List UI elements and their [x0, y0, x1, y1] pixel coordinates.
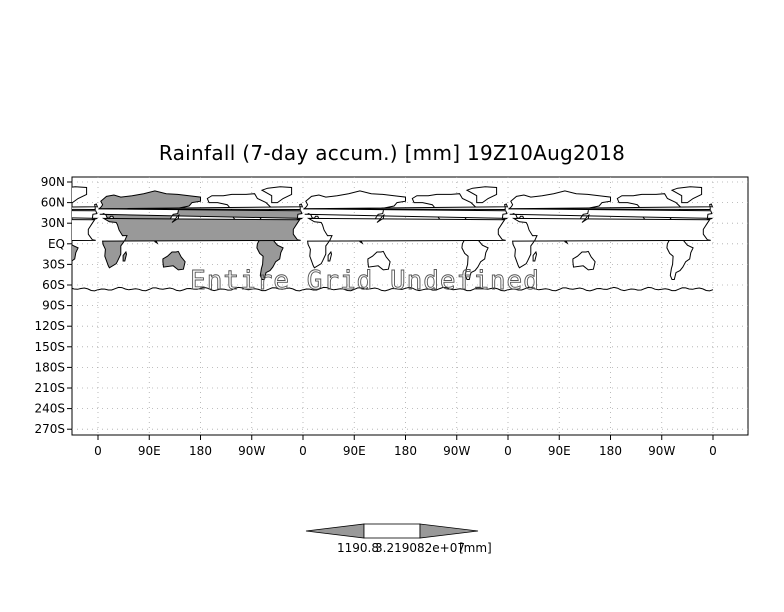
x-tick-label: 90E [138, 444, 161, 458]
antarctica-coastline [97, 286, 304, 292]
continent-australia [572, 250, 596, 271]
y-tick-label: 210S [34, 381, 65, 395]
continent-eurasia [72, 210, 98, 220]
continent-greenland [670, 186, 703, 204]
continent-africa [511, 217, 711, 269]
continent-southAmerica [72, 243, 79, 262]
y-tick-label: 30N [41, 216, 65, 230]
colorbar-min-label: 1190.8 [337, 541, 379, 555]
x-tick-label: 90W [648, 444, 675, 458]
continent-southAmerica [461, 235, 489, 280]
x-tick-label: 90E [548, 444, 571, 458]
x-axis: 0 90E 180 90W 0 90E 180 90W 0 90E 180 90W 0 [94, 435, 717, 458]
y-tick-label: 60S [42, 278, 65, 292]
y-tick-label: EQ [48, 237, 65, 251]
continent-madagascar [327, 250, 333, 262]
continent-japan [171, 213, 180, 223]
continent-madagascar [122, 250, 128, 262]
colorbar-high-arrow [419, 523, 479, 539]
y-tick-label: 270S [34, 422, 65, 436]
x-tick-label: 90W [443, 444, 470, 458]
x-tick-label: 180 [394, 444, 417, 458]
world-map [72, 186, 714, 292]
continent-uk [72, 203, 99, 211]
x-tick-label: 0 [709, 444, 717, 458]
colorbar-unit-label: [mm] [459, 541, 492, 555]
continent-australia [367, 250, 391, 271]
y-tick-label: 180S [34, 360, 65, 374]
grid-lines [72, 177, 748, 435]
x-tick-label: 0 [299, 444, 307, 458]
continent-greenland [72, 186, 88, 204]
continent-africa [101, 217, 301, 269]
colorbar-max-label: 3.219082e+07 [375, 541, 465, 555]
continent-uk [508, 203, 714, 211]
continent-southAmerica [666, 235, 694, 280]
colorbar-box [363, 523, 421, 539]
continent-australia [162, 250, 186, 271]
x-tick-label: 180 [189, 444, 212, 458]
y-tick-label: 120S [34, 319, 65, 333]
continent-greenland [465, 186, 498, 204]
colorbar-low-arrow [305, 523, 365, 539]
antarctica-coastline [302, 286, 509, 292]
continent-greenland [260, 186, 293, 204]
x-tick-label: 90E [343, 444, 366, 458]
continent-uk [303, 203, 509, 211]
x-tick-label: 0 [94, 444, 102, 458]
x-tick-label: 180 [599, 444, 622, 458]
y-tick-label: 90N [41, 175, 65, 189]
continent-madagascar [532, 250, 538, 262]
x-tick-label: 90W [238, 444, 265, 458]
continent-japan [581, 213, 590, 223]
y-tick-label: 90S [42, 299, 65, 313]
continent-africa [306, 217, 506, 269]
y-tick-label: 60N [41, 196, 65, 210]
y-tick-label: 240S [34, 402, 65, 416]
continent-uk [98, 203, 304, 211]
map-title: Rainfall (7-day accum.) [mm] 19Z10Aug201… [158, 141, 626, 165]
x-tick-label: 0 [504, 444, 512, 458]
continent-japan [376, 213, 385, 223]
y-tick-label: 150S [34, 340, 65, 354]
colorbar: 1190.8 3.219082e+07 [mm] [305, 523, 492, 555]
y-tick-label: 30S [42, 257, 65, 271]
undefined-grid-message: Entire Grid Undefined [190, 266, 540, 296]
y-axis: 90N 60N 30N EQ 30S 60S 90S 120S 150S 180S 210S 240S… [34, 175, 72, 436]
antarctica-coastline [507, 286, 714, 292]
continent-africa [72, 219, 96, 241]
continent-southAmerica [256, 235, 284, 280]
